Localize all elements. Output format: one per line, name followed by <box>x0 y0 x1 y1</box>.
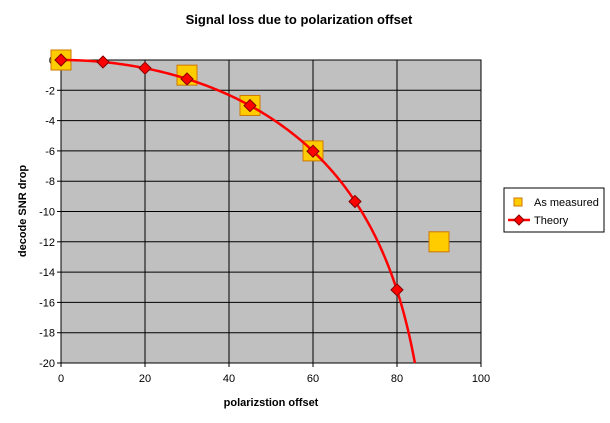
theory-point <box>390 283 404 297</box>
legend-theory-marker <box>513 214 525 226</box>
theory-point <box>243 98 257 113</box>
theory-point <box>180 72 194 86</box>
plot-area <box>60 59 482 364</box>
x-tick-label: 60 <box>307 373 319 385</box>
grid-lines <box>61 60 481 363</box>
y-tick-label: -8 <box>45 176 55 188</box>
y-tick-label: -12 <box>39 237 55 249</box>
y-tick-label: -20 <box>39 358 55 370</box>
x-tick-label: 100 <box>472 373 490 385</box>
chart-title: Signal loss due to polarization offset <box>186 12 413 27</box>
measured-point <box>428 231 450 253</box>
y-tick-label: -18 <box>39 328 55 340</box>
legend-theory-label: Theory <box>534 215 569 227</box>
y-tick-label: -16 <box>39 297 55 309</box>
theory-series <box>54 53 417 364</box>
y-tick-label: -4 <box>45 116 55 128</box>
x-tick-label: 80 <box>391 373 403 385</box>
x-tick-label: 40 <box>223 373 235 385</box>
y-tick-label: -2 <box>45 85 55 97</box>
legend-measured-swatch <box>513 197 523 207</box>
y-tick-label: -6 <box>45 146 55 158</box>
theory-point <box>54 53 68 67</box>
theory-point <box>306 144 320 158</box>
legend-measured-label: As measured <box>534 197 599 209</box>
legend: As measured Theory <box>503 187 605 233</box>
theory-point <box>138 61 152 75</box>
legend-box <box>503 187 605 233</box>
x-axis-label: polarizstion offset <box>224 397 319 409</box>
x-axis-ticks: 0 20 40 60 80 100 <box>58 363 490 385</box>
y-axis-ticks: 0-2-4-6-8-10-12-14-16-18-20 <box>39 55 61 370</box>
y-tick-label: -10 <box>39 207 55 219</box>
y-tick-label: -14 <box>39 267 55 279</box>
x-tick-label: 20 <box>139 373 151 385</box>
x-tick-label: 0 <box>58 373 64 385</box>
theory-point <box>348 194 362 209</box>
theory-point <box>96 55 110 69</box>
y-axis-label: decode SNR drop <box>17 165 29 258</box>
